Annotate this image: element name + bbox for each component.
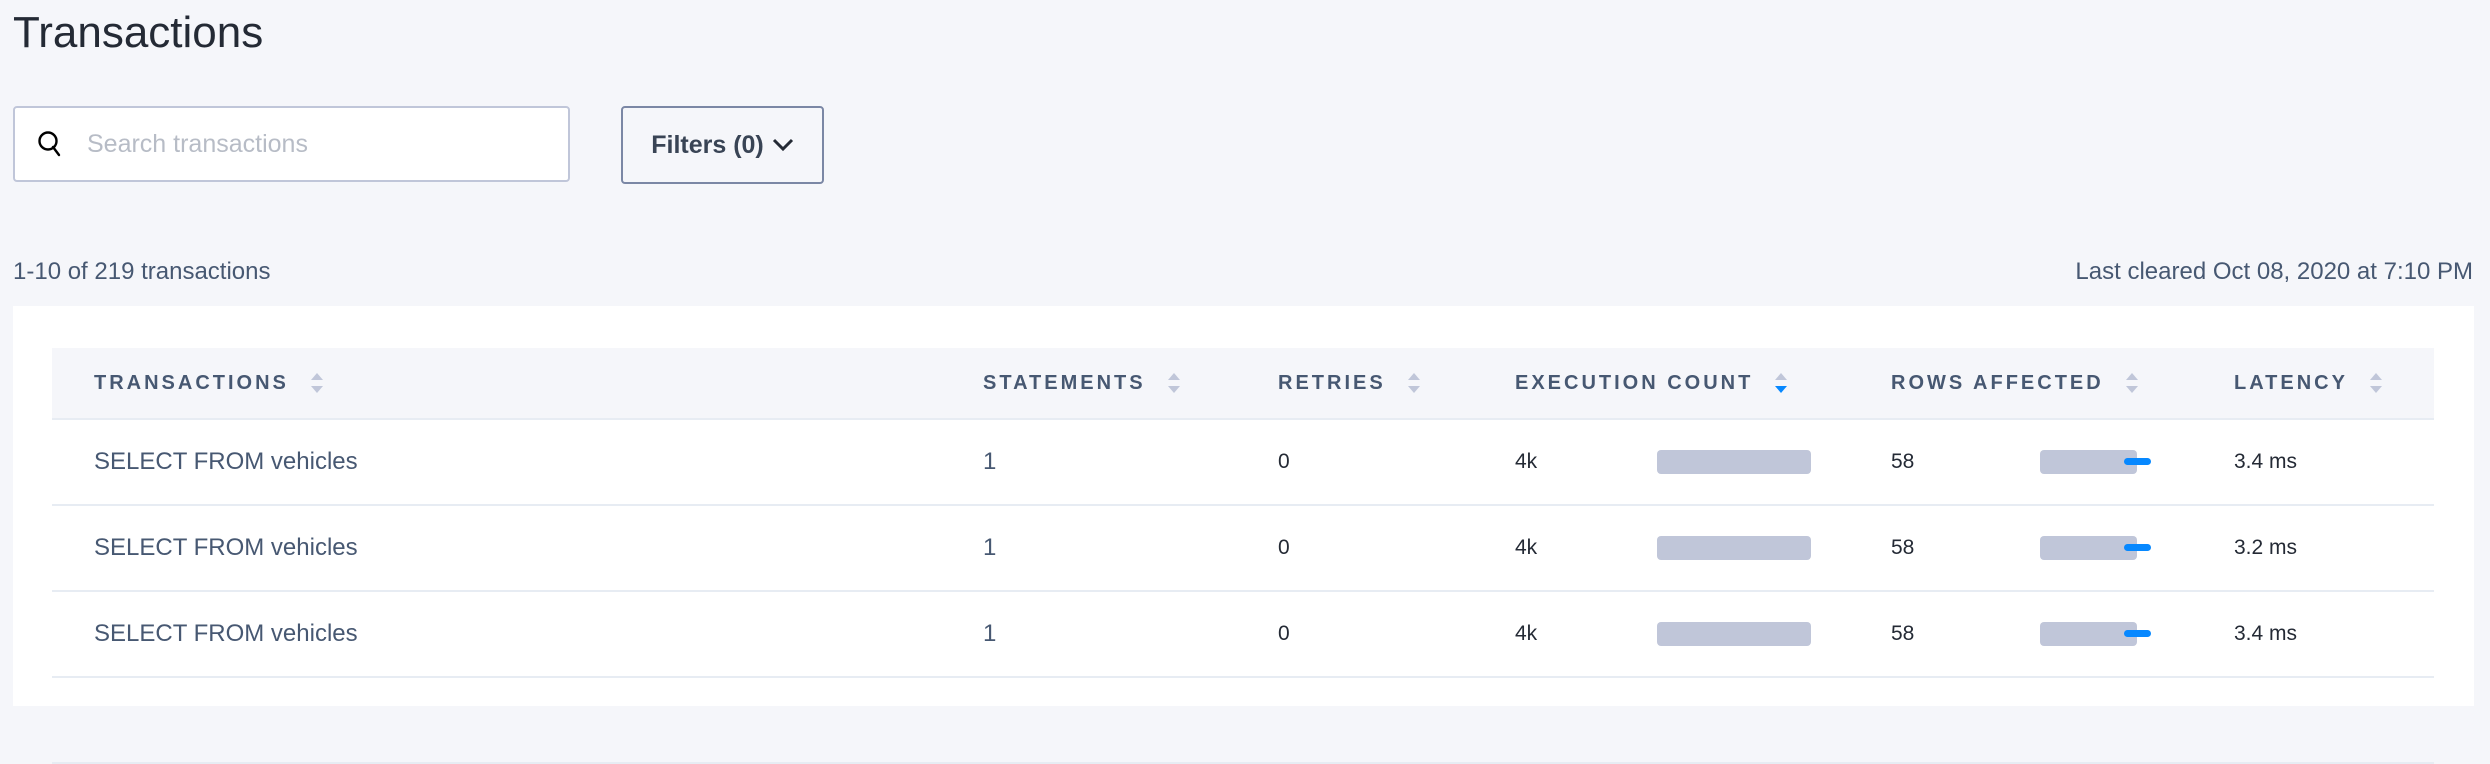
execution-count-bar xyxy=(1657,622,1811,647)
transaction-link[interactable]: SELECT FROM vehicles xyxy=(52,591,983,678)
sort-descending-icon[interactable] xyxy=(1775,373,1788,394)
table-row[interactable]: SELECT FROM vehicles 1 0 4k 58 3.4 ms xyxy=(52,419,2434,506)
rows-affected-deviation xyxy=(2124,544,2151,552)
sort-icon[interactable] xyxy=(2125,373,2138,394)
results-count: 1-10 of 219 transactions xyxy=(13,258,271,285)
column-header-execution-count[interactable]: EXECUTION COUNT xyxy=(1515,348,1891,420)
statements-count[interactable]: 1 xyxy=(983,419,1278,506)
transaction-link[interactable]: SELECT FROM vehicles xyxy=(52,505,983,592)
transactions-card: TRANSACTIONS STATEMENTS RETRIES EXECUTIO… xyxy=(13,306,2474,764)
statements-count[interactable]: 1 xyxy=(983,505,1278,592)
column-header-transactions[interactable]: TRANSACTIONS xyxy=(52,348,983,420)
statements-count[interactable]: 1 xyxy=(983,591,1278,678)
execution-count-bar xyxy=(1657,536,1811,561)
statements-count[interactable] xyxy=(983,677,1278,764)
filters-label: Filters (0) xyxy=(651,130,764,159)
latency: 3.4 ms xyxy=(2234,419,2434,506)
search-input[interactable] xyxy=(85,128,529,160)
sort-icon[interactable] xyxy=(310,373,323,394)
execution-count: 4k xyxy=(1515,505,1891,592)
rows-affected: 58 xyxy=(1891,505,2234,592)
rows-affected-bar xyxy=(2040,450,2151,475)
rows-affected-bar xyxy=(2040,536,2151,561)
column-header-statements[interactable]: STATEMENTS xyxy=(983,348,1278,420)
transaction-link[interactable] xyxy=(52,677,983,764)
column-header-latency[interactable]: LATENCY xyxy=(2234,348,2434,420)
table-row[interactable]: SELECT FROM vehicles 1 0 4k 58 3.2 ms xyxy=(52,505,2434,592)
retries-count xyxy=(1278,677,1515,764)
retries-count: 0 xyxy=(1278,505,1515,592)
latency: 3.2 ms xyxy=(2234,505,2434,592)
sort-icon[interactable] xyxy=(1407,373,1420,394)
chevron-down-icon xyxy=(772,138,793,152)
table-row[interactable]: SELECT FROM vehicles 1 0 4k 58 3.4 ms xyxy=(52,591,2434,678)
column-header-retries[interactable]: RETRIES xyxy=(1278,348,1515,420)
sort-icon[interactable] xyxy=(2369,373,2382,394)
rows-affected-bar xyxy=(2040,622,2151,647)
last-cleared: Last cleared Oct 08, 2020 at 7:10 PM xyxy=(2075,258,2473,285)
transactions-table: TRANSACTIONS STATEMENTS RETRIES EXECUTIO… xyxy=(52,348,2434,764)
retries-count: 0 xyxy=(1278,419,1515,506)
retries-count: 0 xyxy=(1278,591,1515,678)
rows-affected xyxy=(1891,677,2234,764)
execution-count: 4k xyxy=(1515,419,1891,506)
rows-affected-deviation xyxy=(2124,458,2151,466)
table-header-row: TRANSACTIONS STATEMENTS RETRIES EXECUTIO… xyxy=(52,348,2434,420)
filters-button[interactable]: Filters (0) xyxy=(621,106,824,184)
search-icon xyxy=(38,131,61,157)
table-row[interactable] xyxy=(52,677,2434,764)
execution-count-bar xyxy=(1657,450,1811,475)
latency xyxy=(2234,677,2434,764)
rows-affected-deviation xyxy=(2124,630,2151,638)
rows-affected: 58 xyxy=(1891,419,2234,506)
execution-count xyxy=(1515,677,1891,764)
search-box[interactable] xyxy=(13,106,570,182)
execution-count: 4k xyxy=(1515,591,1891,678)
page-title: Transactions xyxy=(13,8,264,57)
transaction-link[interactable]: SELECT FROM vehicles xyxy=(52,419,983,506)
rows-affected: 58 xyxy=(1891,591,2234,678)
sort-icon[interactable] xyxy=(1167,373,1180,394)
latency: 3.4 ms xyxy=(2234,591,2434,678)
column-header-rows-affected[interactable]: ROWS AFFECTED xyxy=(1891,348,2234,420)
